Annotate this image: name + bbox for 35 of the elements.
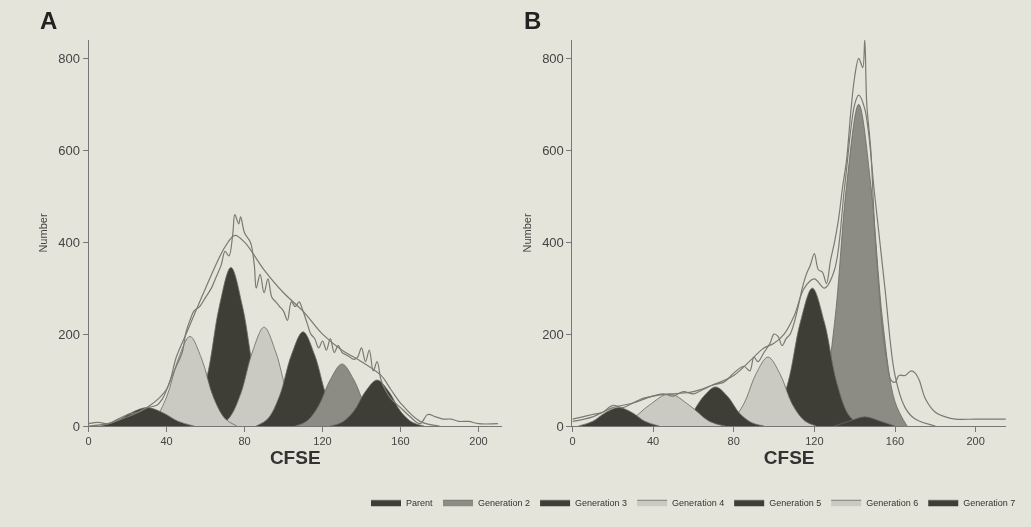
y-tick-label: 400 bbox=[542, 234, 564, 250]
legend-label: Generation 7 bbox=[963, 497, 1016, 508]
y-tick-label: 600 bbox=[58, 142, 80, 158]
y-tick-label: 200 bbox=[542, 326, 564, 342]
chart-title: A bbox=[40, 7, 58, 34]
x-tick-label: 40 bbox=[646, 435, 660, 448]
x-tick-label: 80 bbox=[238, 435, 251, 448]
x-tick-label: 200 bbox=[966, 435, 985, 448]
x-tick-label: 0 bbox=[569, 435, 576, 448]
legend-label: Parent bbox=[406, 497, 434, 508]
x-tick-label: 200 bbox=[469, 435, 488, 448]
legend-label: Generation 4 bbox=[672, 497, 725, 508]
legend-label: Generation 2 bbox=[478, 497, 531, 508]
chart-title: B bbox=[524, 7, 542, 34]
y-tick-label: 800 bbox=[542, 50, 564, 66]
y-tick-label: 0 bbox=[72, 418, 80, 434]
legend-label: Generation 5 bbox=[769, 497, 822, 508]
x-tick-label: 160 bbox=[885, 435, 905, 448]
x-tick-label: 160 bbox=[391, 435, 410, 448]
x-tick-label: 120 bbox=[313, 435, 332, 448]
y-tick-label: 400 bbox=[58, 234, 80, 250]
y-axis-title: Number bbox=[36, 213, 49, 253]
x-tick-label: 80 bbox=[727, 435, 740, 448]
y-axis-title: Number bbox=[520, 213, 533, 253]
x-axis-title: CFSE bbox=[269, 447, 321, 469]
x-axis-title: CFSE bbox=[763, 447, 815, 469]
x-tick-label: 120 bbox=[805, 435, 824, 448]
x-tick-label: 40 bbox=[160, 435, 173, 448]
y-tick-label: 0 bbox=[556, 418, 564, 434]
x-tick-label: 0 bbox=[85, 435, 92, 448]
y-tick-label: 600 bbox=[542, 142, 564, 158]
y-tick-label: 200 bbox=[58, 326, 80, 342]
legend-label: Generation 3 bbox=[575, 497, 628, 508]
y-tick-label: 800 bbox=[58, 50, 80, 66]
legend-label: Generation 6 bbox=[866, 497, 919, 508]
